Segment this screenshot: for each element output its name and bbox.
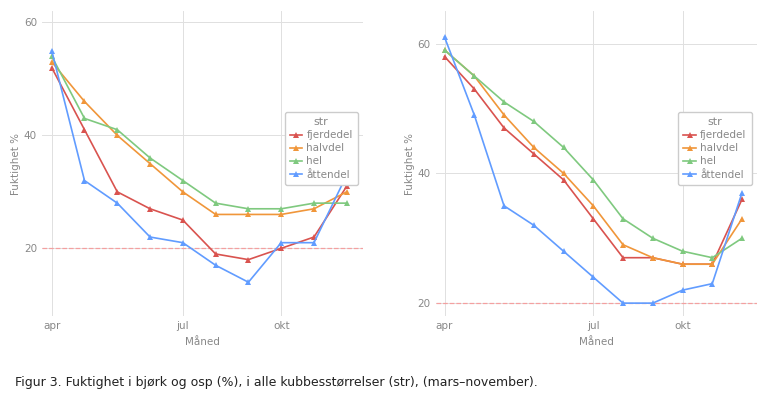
hel — [47, 54, 56, 59]
hel — [559, 145, 568, 150]
åttendel — [470, 112, 479, 117]
åttendel — [276, 241, 286, 245]
fjerdedel — [343, 184, 352, 189]
hel — [178, 178, 187, 183]
åttendel — [211, 263, 220, 268]
Line: åttendel: åttendel — [441, 33, 746, 307]
halvdel — [310, 206, 319, 211]
halvdel — [211, 212, 220, 217]
Line: åttendel: åttendel — [48, 47, 350, 286]
åttendel — [559, 249, 568, 253]
hel — [80, 116, 89, 121]
Y-axis label: Fuktighet %: Fuktighet % — [11, 132, 21, 195]
åttendel — [440, 35, 449, 39]
åttendel — [145, 235, 154, 239]
halvdel — [440, 48, 449, 52]
hel — [145, 156, 154, 160]
hel — [440, 48, 449, 52]
Line: halvdel: halvdel — [48, 59, 350, 218]
fjerdedel — [113, 189, 122, 194]
fjerdedel — [499, 125, 508, 130]
halvdel — [178, 189, 187, 194]
hel — [529, 119, 538, 124]
åttendel — [648, 301, 657, 305]
fjerdedel — [440, 54, 449, 59]
Line: hel: hel — [48, 53, 350, 212]
halvdel — [737, 217, 746, 221]
halvdel — [470, 73, 479, 78]
fjerdedel — [707, 262, 717, 266]
fjerdedel — [145, 206, 154, 211]
åttendel — [588, 275, 598, 279]
åttendel — [737, 191, 746, 195]
fjerdedel — [618, 255, 627, 260]
fjerdedel — [80, 127, 89, 132]
halvdel — [588, 204, 598, 208]
halvdel — [559, 171, 568, 176]
halvdel — [499, 112, 508, 117]
halvdel — [243, 212, 253, 217]
åttendel — [310, 241, 319, 245]
hel — [310, 201, 319, 206]
fjerdedel — [648, 255, 657, 260]
Line: halvdel: halvdel — [441, 47, 746, 268]
fjerdedel — [678, 262, 687, 266]
hel — [648, 236, 657, 241]
halvdel — [678, 262, 687, 266]
halvdel — [618, 242, 627, 247]
halvdel — [113, 133, 122, 138]
halvdel — [47, 60, 56, 64]
fjerdedel — [243, 257, 253, 262]
hel — [113, 127, 122, 132]
halvdel — [145, 161, 154, 166]
åttendel — [47, 48, 56, 53]
åttendel — [618, 301, 627, 305]
hel — [211, 201, 220, 206]
Y-axis label: Fuktighet %: Fuktighet % — [405, 132, 415, 195]
Legend: fjerdedel, halvdel, hel, åttendel: fjerdedel, halvdel, hel, åttendel — [284, 112, 358, 185]
halvdel — [343, 189, 352, 194]
fjerdedel — [588, 217, 598, 221]
fjerdedel — [529, 152, 538, 156]
Text: Figur 3. Fuktighet i bjørk og osp (%), i alle kubbesstørrelser (str), (mars–nove: Figur 3. Fuktighet i bjørk og osp (%), i… — [15, 376, 538, 389]
X-axis label: Måned: Måned — [185, 336, 220, 347]
åttendel — [113, 201, 122, 206]
hel — [470, 73, 479, 78]
hel — [499, 99, 508, 104]
halvdel — [707, 262, 717, 266]
fjerdedel — [559, 178, 568, 182]
åttendel — [343, 173, 352, 177]
halvdel — [276, 212, 286, 217]
fjerdedel — [470, 86, 479, 91]
hel — [678, 249, 687, 253]
hel — [737, 236, 746, 241]
Line: fjerdedel: fjerdedel — [441, 53, 746, 268]
halvdel — [648, 255, 657, 260]
åttendel — [678, 288, 687, 292]
Legend: fjerdedel, halvdel, hel, åttendel: fjerdedel, halvdel, hel, åttendel — [678, 112, 752, 185]
åttendel — [529, 223, 538, 228]
X-axis label: Måned: Måned — [579, 336, 614, 347]
åttendel — [178, 241, 187, 245]
åttendel — [499, 204, 508, 208]
fjerdedel — [211, 252, 220, 256]
åttendel — [707, 281, 717, 286]
åttendel — [80, 178, 89, 183]
Line: hel: hel — [441, 47, 746, 261]
hel — [343, 201, 352, 206]
fjerdedel — [276, 246, 286, 251]
fjerdedel — [47, 65, 56, 70]
halvdel — [529, 145, 538, 150]
hel — [588, 178, 598, 182]
fjerdedel — [310, 235, 319, 239]
åttendel — [243, 280, 253, 285]
hel — [276, 206, 286, 211]
hel — [618, 217, 627, 221]
hel — [243, 206, 253, 211]
hel — [707, 255, 717, 260]
halvdel — [80, 99, 89, 104]
fjerdedel — [178, 218, 187, 222]
fjerdedel — [737, 197, 746, 202]
Line: fjerdedel: fjerdedel — [48, 64, 350, 263]
